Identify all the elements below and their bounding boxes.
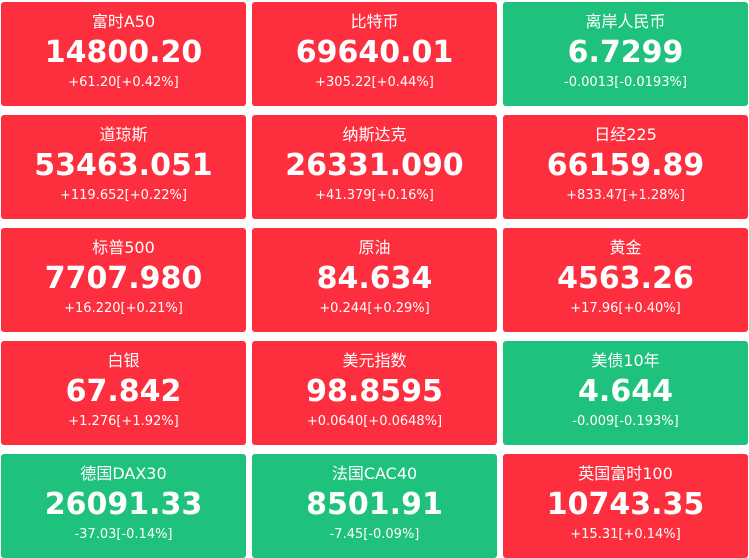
quote-tile: 英国富时100 10743.35 +15.31[+0.14%] [503,454,748,558]
quote-change: -7.45[-0.09%] [329,527,420,542]
quote-price: 10743.35 [546,487,705,522]
quote-tile: 法国CAC40 8501.91 -7.45[-0.09%] [252,454,497,558]
quote-name: 法国CAC40 [331,464,418,483]
quote-price: 6.7299 [567,35,684,70]
quote-price: 4563.26 [557,261,694,296]
quote-change: +16.220[+0.21%] [64,301,183,316]
quote-name: 日经225 [594,125,657,144]
quote-tile: 富时A50 14800.20 +61.20[+0.42%] [1,2,246,106]
quote-price: 26091.33 [44,487,203,522]
quote-tile: 标普500 7707.980 +16.220[+0.21%] [1,228,246,332]
quote-change: -37.03[-0.14%] [74,527,173,542]
quote-tile: 白银 67.842 +1.276[+1.92%] [1,341,246,445]
quote-change: -0.0013[-0.0193%] [564,75,687,90]
quote-tile: 美债10年 4.644 -0.009[-0.193%] [503,341,748,445]
quote-tile: 道琼斯 53463.051 +119.652[+0.22%] [1,115,246,219]
quote-name: 离岸人民币 [585,12,666,31]
quote-tile: 黄金 4563.26 +17.96[+0.40%] [503,228,748,332]
quote-price: 53463.051 [34,148,213,183]
quote-change: +17.96[+0.40%] [570,301,681,316]
quote-price: 14800.20 [44,35,203,70]
quote-change: +0.244[+0.29%] [319,301,430,316]
quote-price: 7707.980 [44,261,203,296]
quote-name: 富时A50 [91,12,156,31]
quote-price: 4.644 [578,374,673,409]
quote-name: 美元指数 [342,351,407,370]
quote-change: +1.276[+1.92%] [68,414,179,429]
quote-price: 98.8595 [306,374,443,409]
quote-change: +0.0640[+0.0648%] [306,414,443,429]
quote-change: +41.379[+0.16%] [315,188,434,203]
quote-tile: 离岸人民币 6.7299 -0.0013[-0.0193%] [503,2,748,106]
quote-change: +61.20[+0.42%] [68,75,179,90]
quote-name: 标普500 [92,238,155,257]
quote-change: +119.652[+0.22%] [60,188,187,203]
quote-tile: 日经225 66159.89 +833.47[+1.28%] [503,115,748,219]
quote-tile: 原油 84.634 +0.244[+0.29%] [252,228,497,332]
quote-name: 比特币 [350,12,399,31]
quote-change: +833.47[+1.28%] [566,188,685,203]
quote-price: 26331.090 [285,148,464,183]
quote-price: 66159.89 [546,148,705,183]
quote-name: 白银 [107,351,140,370]
quote-change: +15.31[+0.14%] [570,527,681,542]
quote-price: 8501.91 [306,487,443,522]
quote-name: 美债10年 [591,351,660,370]
quote-price: 67.842 [65,374,182,409]
quote-name: 纳斯达克 [342,125,407,144]
quote-tile: 纳斯达克 26331.090 +41.379[+0.16%] [252,115,497,219]
quote-name: 原油 [358,238,391,257]
quote-name: 道琼斯 [99,125,148,144]
quote-change: +305.22[+0.44%] [315,75,434,90]
quote-name: 德国DAX30 [80,464,167,483]
quote-name: 黄金 [609,238,642,257]
quote-price: 84.634 [316,261,433,296]
quote-change: -0.009[-0.193%] [572,414,679,429]
quote-price: 69640.01 [295,35,454,70]
quote-tile: 美元指数 98.8595 +0.0640[+0.0648%] [252,341,497,445]
quote-name: 英国富时100 [578,464,673,483]
quote-tile: 比特币 69640.01 +305.22[+0.44%] [252,2,497,106]
quote-tile: 德国DAX30 26091.33 -37.03[-0.14%] [1,454,246,558]
